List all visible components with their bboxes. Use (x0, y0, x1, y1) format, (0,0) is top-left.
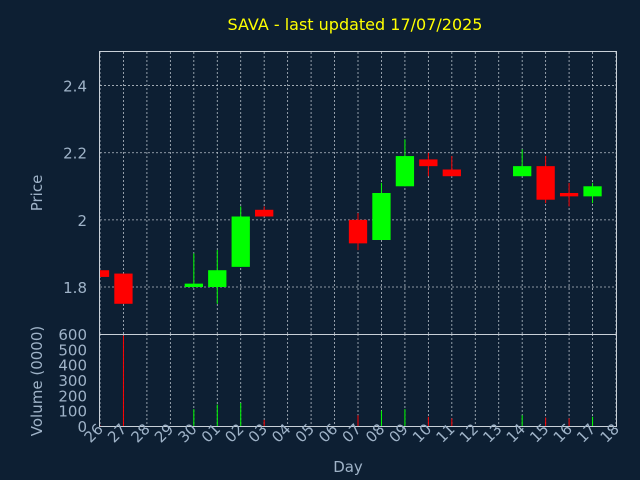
day-tick-label: 03 (245, 420, 271, 446)
day-tick-label: 18 (597, 420, 623, 446)
day-tick-label: 08 (362, 420, 388, 446)
volume-gridlines (99, 334, 617, 426)
day-tick-label: 27 (104, 420, 130, 446)
candle-body (513, 166, 532, 177)
day-tick-label: 05 (292, 420, 318, 446)
day-tick-label: 06 (315, 420, 341, 446)
day-tick-label: 01 (198, 420, 224, 446)
candle-body (372, 193, 391, 240)
candle-body (255, 209, 274, 217)
chart-title: SAVA - last updated 17/07/2025 (228, 15, 483, 34)
day-tick-label: 17 (573, 420, 599, 446)
day-axis-label: Day (333, 458, 363, 476)
volume-tick-label: 100 (58, 403, 87, 421)
day-tick-label: 07 (339, 420, 365, 446)
candle-body (348, 219, 368, 244)
day-tick-label: 15 (526, 420, 552, 446)
volume-tick-label: 600 (58, 326, 87, 344)
price-tick-label: 2.2 (63, 145, 87, 163)
price-tick-labels: 1.8 2 2.2 2.4 (63, 78, 87, 297)
price-tick-label: 1.8 (63, 279, 87, 297)
day-tick-labels: 2627282930010203040506070809101112131415… (81, 420, 623, 446)
candle-body (536, 166, 555, 200)
candle-body (208, 270, 227, 287)
volume-tick-label: 300 (58, 372, 87, 390)
price-axis-label: Price (28, 175, 46, 212)
volume-tick-label: 400 (58, 357, 87, 375)
day-tick-label: 29 (151, 420, 177, 446)
candle-body (442, 169, 461, 177)
day-tick-label: 04 (268, 420, 294, 446)
volume-tick-label: 0 (77, 418, 87, 436)
price-candles (99, 139, 602, 304)
day-tick-label: 28 (128, 420, 154, 446)
candle-body (231, 216, 250, 267)
day-tick-label: 16 (550, 420, 576, 446)
candle-body (419, 159, 438, 167)
volume-panel-frame (99, 334, 617, 427)
day-tick-label: 14 (503, 420, 529, 446)
candle-body (559, 193, 579, 197)
volume-tick-label: 500 (58, 341, 87, 359)
day-tick-label: 13 (479, 420, 505, 446)
day-tick-label: 11 (432, 420, 458, 446)
price-gridlines (99, 52, 617, 334)
day-tick-label: 30 (174, 420, 200, 446)
candle-body (395, 156, 415, 187)
volume-tick-label: 200 (58, 387, 87, 405)
volume-bars (99, 335, 594, 426)
price-tick-label: 2.4 (63, 78, 87, 96)
day-tick-label: 12 (456, 420, 482, 446)
day-tick-label: 02 (221, 420, 247, 446)
candle-body (583, 186, 602, 197)
price-tick-label: 2 (77, 212, 87, 230)
candle-body (184, 283, 203, 287)
candle-body (100, 270, 110, 277)
volume-axis-label: Volume (0000) (28, 326, 46, 436)
day-tick-label: 10 (409, 420, 435, 446)
day-tick-label: 09 (386, 420, 412, 446)
candle-body (114, 273, 133, 304)
